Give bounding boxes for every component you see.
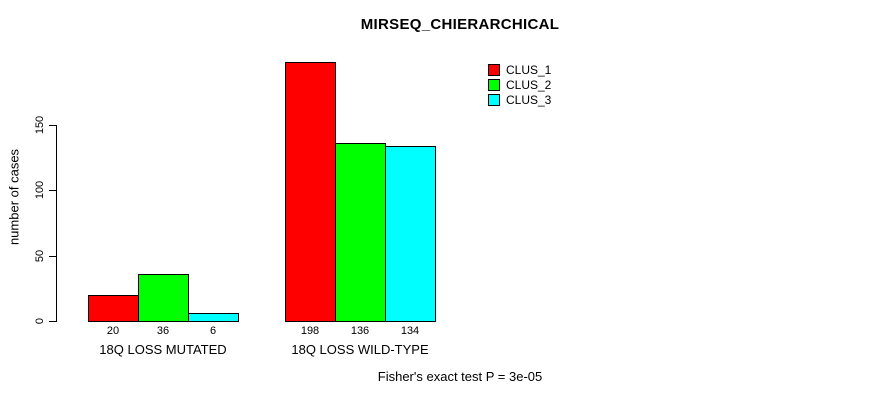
legend: CLUS_1 CLUS_2 CLUS_3 [488, 62, 551, 107]
fisher-test-annotation: Fisher's exact test P = 3e-05 [377, 369, 543, 384]
y-tick-label: 0 [34, 317, 46, 325]
bar-value-label: 20 [106, 325, 120, 337]
y-tick-label: 100 [34, 180, 46, 200]
y-tick-label: 150 [34, 115, 46, 135]
legend-swatch-icon [488, 93, 500, 106]
bar-clus_2-group2 [335, 143, 386, 322]
bar-clus_1-group2 [285, 62, 336, 322]
bar-value-label: 134 [400, 325, 420, 337]
y-tick-mark [49, 125, 56, 126]
legend-item: CLUS_1 [488, 62, 551, 77]
chart-title: MIRSEQ_CHIERARCHICAL [360, 16, 560, 33]
bar-clus_3-group2 [385, 146, 436, 322]
bar-clus_1-group1 [88, 295, 139, 322]
y-tick-mark [49, 190, 56, 191]
y-tick-label: 50 [34, 249, 46, 263]
bar-value-label: 198 [300, 325, 320, 337]
legend-label: CLUS_1 [506, 62, 552, 77]
x-category-label: 18Q LOSS MUTATED [99, 342, 227, 357]
y-axis-line [56, 125, 57, 322]
legend-swatch-icon [488, 63, 500, 76]
y-axis-title: number of cases [6, 148, 22, 246]
bar-value-label: 36 [156, 325, 170, 337]
bar-clus_2-group1 [138, 274, 189, 322]
bar-clus_3-group1 [188, 313, 239, 322]
y-tick-mark [49, 321, 56, 322]
legend-swatch-icon [488, 78, 500, 91]
bar-value-label: 6 [209, 325, 217, 337]
legend-label: CLUS_2 [506, 77, 552, 92]
legend-item: CLUS_2 [488, 77, 551, 92]
legend-item: CLUS_3 [488, 92, 551, 107]
x-category-label: 18Q LOSS WILD-TYPE [291, 342, 429, 357]
y-tick-mark [49, 256, 56, 257]
bar-value-label: 136 [350, 325, 370, 337]
legend-label: CLUS_3 [506, 92, 552, 107]
